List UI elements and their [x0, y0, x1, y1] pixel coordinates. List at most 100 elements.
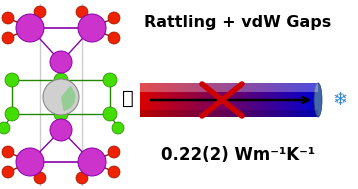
Circle shape [108, 146, 120, 158]
Bar [230, 83, 231, 117]
Bar [186, 83, 187, 117]
Bar [218, 83, 219, 117]
Bar [206, 83, 207, 117]
Bar [186, 83, 187, 117]
Bar [140, 109, 318, 117]
Circle shape [78, 148, 106, 176]
Bar [198, 83, 199, 117]
Circle shape [2, 166, 14, 178]
Bar [216, 83, 217, 117]
Bar [182, 83, 183, 117]
Bar [275, 83, 276, 117]
Bar [284, 83, 285, 117]
Bar [246, 83, 247, 117]
Bar [219, 83, 221, 117]
Bar [283, 83, 284, 117]
Bar [314, 83, 315, 117]
Bar [144, 83, 145, 117]
Bar [276, 83, 277, 117]
Bar [201, 83, 202, 117]
Bar [229, 83, 230, 117]
Bar [212, 83, 213, 117]
Bar [163, 83, 164, 117]
Bar [187, 83, 188, 117]
Bar [161, 83, 163, 117]
Bar [167, 83, 168, 117]
Circle shape [78, 14, 106, 42]
Bar [220, 83, 221, 117]
Bar [141, 83, 142, 117]
Text: ❄: ❄ [333, 91, 348, 109]
Bar [318, 83, 319, 117]
Bar [288, 83, 289, 117]
Bar [285, 83, 286, 117]
Bar [205, 83, 206, 117]
Bar [169, 83, 170, 117]
Bar [257, 83, 258, 117]
Bar [255, 83, 256, 117]
Bar [273, 83, 274, 117]
Bar [207, 83, 208, 117]
Circle shape [50, 51, 72, 73]
Circle shape [112, 122, 124, 134]
Bar [309, 83, 310, 117]
Bar [165, 83, 166, 117]
Bar [275, 83, 276, 117]
Bar [313, 83, 314, 117]
Bar [176, 83, 177, 117]
Bar [205, 83, 206, 117]
Bar [184, 83, 185, 117]
Bar [234, 83, 236, 117]
Bar [191, 83, 192, 117]
Bar [154, 83, 155, 117]
Bar [170, 83, 171, 117]
Bar [218, 83, 219, 117]
Bar [286, 83, 287, 117]
Bar [210, 83, 211, 117]
Bar [221, 83, 222, 117]
Bar [231, 83, 232, 117]
Bar [257, 83, 258, 117]
Bar [148, 83, 149, 117]
Bar [204, 83, 205, 117]
Bar [231, 83, 232, 117]
Bar [307, 83, 308, 117]
Bar [279, 83, 280, 117]
Bar [250, 83, 251, 117]
Bar [297, 83, 298, 117]
Text: 0.22(2) Wm⁻¹K⁻¹: 0.22(2) Wm⁻¹K⁻¹ [161, 146, 315, 164]
Bar [306, 83, 307, 117]
Bar [280, 83, 281, 117]
Bar [177, 83, 178, 117]
Bar [153, 83, 154, 117]
Bar [151, 83, 153, 117]
Bar [240, 83, 241, 117]
Text: Rattling + vdW Gaps: Rattling + vdW Gaps [144, 15, 332, 29]
Bar [272, 83, 274, 117]
Bar [304, 83, 305, 117]
Bar [172, 83, 173, 117]
Bar [259, 83, 260, 117]
Bar [291, 83, 292, 117]
Bar [213, 83, 214, 117]
Bar [157, 83, 158, 117]
Bar [290, 83, 291, 117]
Bar [195, 83, 196, 117]
Bar [221, 83, 222, 117]
Bar [248, 83, 250, 117]
Bar [227, 83, 228, 117]
Bar [251, 83, 252, 117]
Circle shape [16, 14, 44, 42]
Bar [292, 83, 293, 117]
Bar [156, 83, 158, 117]
Bar [238, 83, 239, 117]
Bar [317, 83, 318, 117]
Circle shape [16, 148, 44, 176]
Circle shape [103, 107, 117, 121]
Bar [250, 83, 251, 117]
Bar [145, 83, 146, 117]
Circle shape [0, 122, 10, 134]
Bar [158, 83, 159, 117]
Bar [164, 83, 165, 117]
Bar [265, 83, 266, 117]
